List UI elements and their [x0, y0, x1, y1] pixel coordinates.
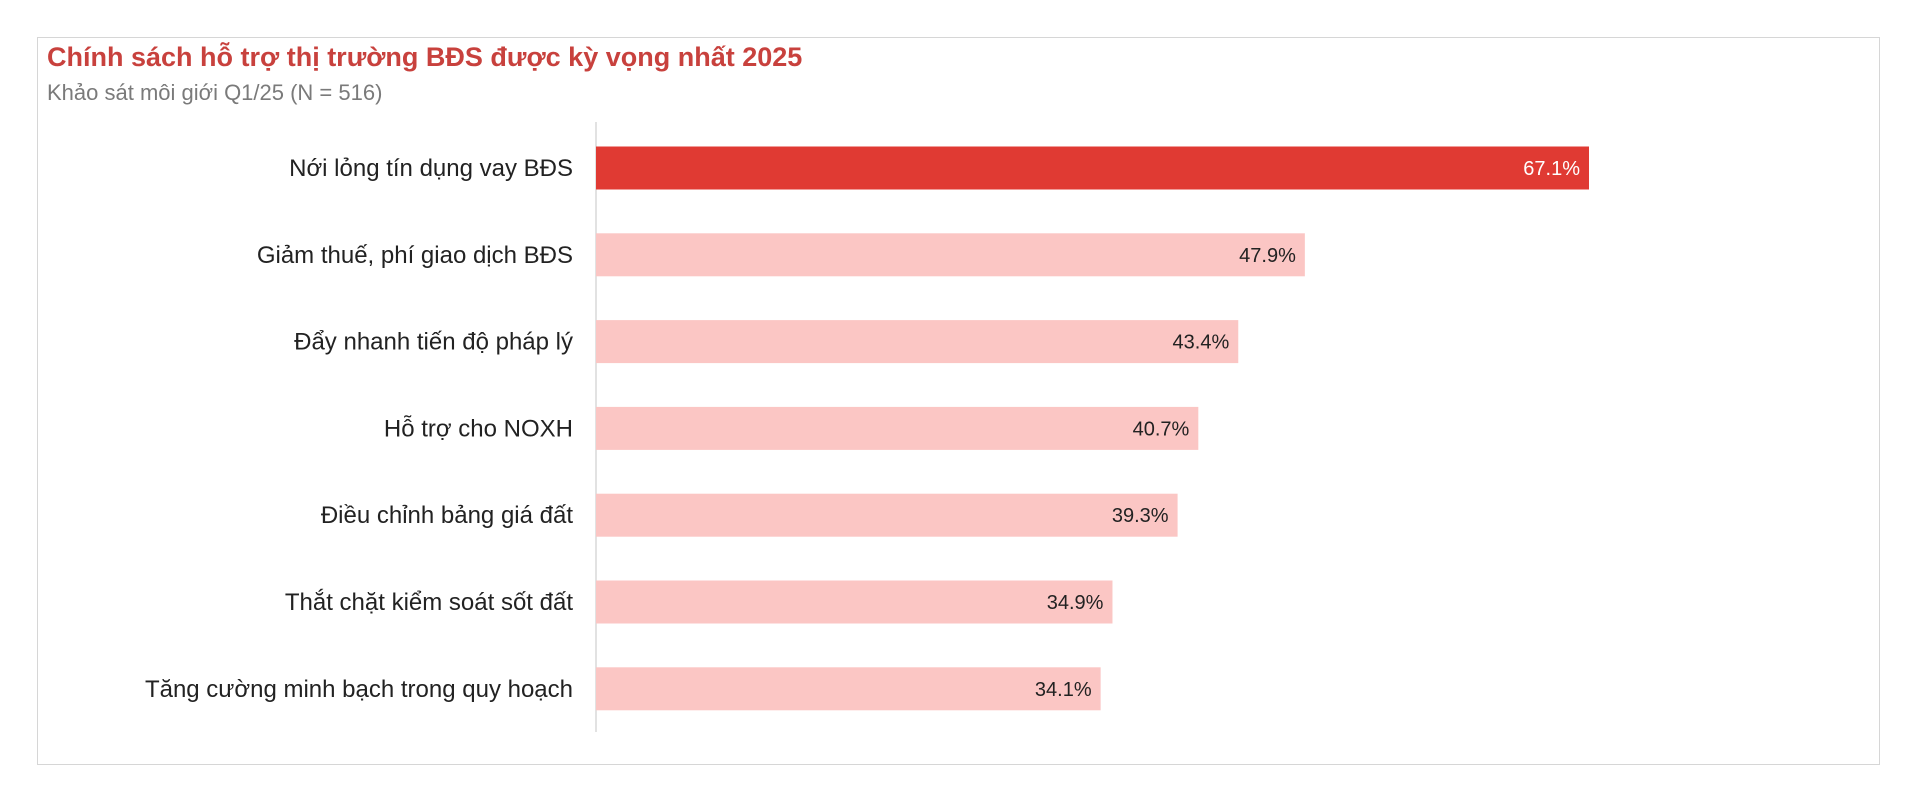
bar [596, 146, 1589, 190]
bar [596, 667, 1101, 711]
category-label: Tăng cường minh bạch trong quy hoạch [145, 676, 573, 703]
value-label: 34.1% [1035, 679, 1092, 701]
value-label: 67.1% [1523, 158, 1580, 180]
value-label: 39.3% [1112, 505, 1169, 527]
value-label: 43.4% [1173, 332, 1230, 354]
value-label: 47.9% [1239, 245, 1296, 267]
category-label: Hỗ trợ cho NOXH [384, 415, 573, 442]
chart-frame [37, 37, 1880, 765]
category-label: Nới lỏng tín dụng vay BĐS [289, 155, 573, 182]
category-label: Thắt chặt kiểm soát sốt đất [285, 589, 573, 616]
value-label: 40.7% [1133, 418, 1190, 440]
bar [596, 580, 1113, 624]
category-label: Đẩy nhanh tiến độ pháp lý [294, 329, 573, 356]
category-label: Giảm thuế, phí giao dịch BĐS [257, 242, 573, 269]
bar [596, 493, 1178, 537]
chart-title: Chính sách hỗ trợ thị trường BĐS được kỳ… [47, 42, 803, 72]
bar [596, 406, 1199, 450]
category-label: Điều chỉnh bảng giá đất [321, 502, 574, 529]
bar [596, 233, 1305, 277]
value-label: 34.9% [1047, 592, 1104, 614]
bar [596, 320, 1239, 364]
chart-subtitle: Khảo sát môi giới Q1/25 (N = 516) [47, 80, 383, 105]
